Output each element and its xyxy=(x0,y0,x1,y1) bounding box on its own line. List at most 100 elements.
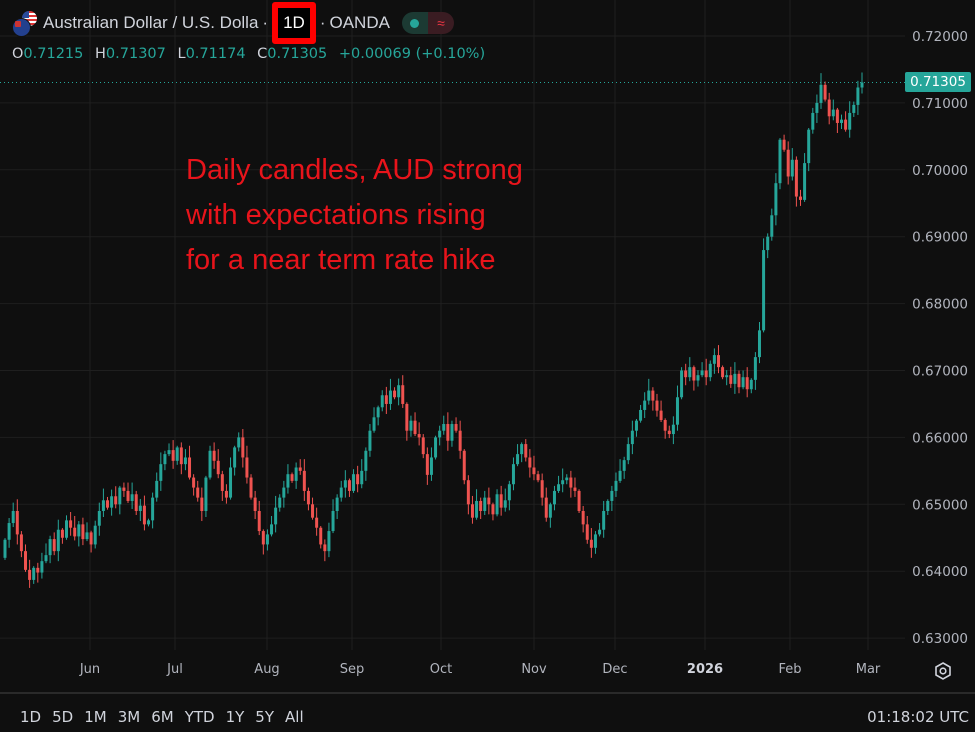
candle xyxy=(835,107,839,134)
candle-body xyxy=(237,437,241,448)
range-5d-button[interactable]: 5D xyxy=(52,708,74,726)
interval-label[interactable]: 1D xyxy=(272,2,316,44)
candle xyxy=(798,189,802,206)
candle-body xyxy=(315,517,319,528)
annotation-text: Daily candles, AUD strong with expectati… xyxy=(186,148,523,283)
candle-body xyxy=(852,104,856,113)
candle xyxy=(450,420,454,447)
symbol-title[interactable]: Australian Dollar / U.S. Dolla xyxy=(43,13,259,32)
candle-body xyxy=(138,505,142,511)
candle-body xyxy=(790,159,794,177)
candle-body xyxy=(294,467,298,481)
candle-body xyxy=(860,82,864,88)
range-5y-button[interactable]: 5Y xyxy=(255,708,275,726)
candle xyxy=(85,522,89,542)
candle xyxy=(782,134,786,152)
candle-body xyxy=(716,355,720,368)
candle xyxy=(856,80,860,115)
candle xyxy=(11,502,15,528)
candle-body xyxy=(380,395,384,408)
range-1d-button[interactable]: 1D xyxy=(20,708,42,726)
candle xyxy=(561,468,565,493)
candle-body xyxy=(798,196,802,200)
candle xyxy=(442,415,446,435)
candle xyxy=(446,412,450,451)
candle xyxy=(507,480,511,511)
range-6m-button[interactable]: 6M xyxy=(151,708,174,726)
time-tick-label: Jul xyxy=(167,662,183,677)
candle xyxy=(774,173,778,226)
candle xyxy=(101,488,105,518)
price-axis[interactable]: 0.72000 0.71000 0.70000 0.69000 0.68000 0.670… xyxy=(912,29,968,647)
candle xyxy=(807,127,811,172)
candle xyxy=(794,156,798,207)
utc-clock[interactable]: 01:18:02 UTC xyxy=(867,708,969,726)
range-ytd-button[interactable]: YTD xyxy=(184,708,215,726)
candle xyxy=(393,387,397,400)
candle-body xyxy=(347,480,351,491)
candle-body xyxy=(212,450,216,461)
candle-body xyxy=(721,367,725,378)
candle xyxy=(770,208,774,241)
candle-body xyxy=(397,385,401,398)
candle xyxy=(126,482,130,503)
range-all-button[interactable]: All xyxy=(285,708,304,726)
candle xyxy=(77,521,81,547)
candle xyxy=(249,474,253,500)
candle xyxy=(536,470,540,483)
candle-body xyxy=(688,367,692,378)
market-status[interactable]: ≈ xyxy=(401,12,454,34)
candle-body xyxy=(692,367,696,381)
candle-body xyxy=(803,163,807,200)
candle xyxy=(651,387,655,411)
candle xyxy=(73,516,77,541)
candle xyxy=(175,445,179,465)
candle-body xyxy=(442,424,446,431)
candle-body xyxy=(786,149,790,177)
candle-body xyxy=(282,487,286,498)
price-tick-label: 0.69000 xyxy=(912,230,968,246)
range-1y-button[interactable]: 1Y xyxy=(225,708,245,726)
candle-body xyxy=(495,494,499,515)
candle-body xyxy=(384,395,388,404)
candle xyxy=(639,404,643,423)
candle xyxy=(229,457,233,500)
candle-body xyxy=(48,539,52,556)
candle xyxy=(220,470,224,501)
gear-icon[interactable] xyxy=(933,661,953,681)
candle-body xyxy=(667,430,671,435)
close-value: 0.71305 xyxy=(267,46,328,62)
candle-body xyxy=(11,510,15,524)
candle xyxy=(684,363,688,386)
candle-body xyxy=(77,524,81,537)
candle-body xyxy=(147,520,151,525)
symbol-header[interactable]: Australian Dollar / U.S. Dolla · 1D · OA… xyxy=(12,2,454,44)
candle xyxy=(708,360,712,382)
price-chart[interactable]: 0.72000 0.71000 0.70000 0.69000 0.68000 0.670… xyxy=(0,0,975,692)
candle xyxy=(122,482,126,497)
candle-body xyxy=(85,532,89,540)
candle-body xyxy=(848,112,852,130)
candle-body xyxy=(540,480,544,498)
candle xyxy=(261,529,265,555)
candle-body xyxy=(32,567,36,580)
range-3m-button[interactable]: 3M xyxy=(117,708,141,726)
candle-body xyxy=(372,417,376,431)
candle xyxy=(360,459,364,489)
candle xyxy=(89,530,93,553)
price-tick-label: 0.70000 xyxy=(912,163,968,179)
open-label: O xyxy=(12,46,24,62)
candle xyxy=(224,484,228,504)
candle-body xyxy=(306,490,310,505)
candle xyxy=(388,378,392,410)
candle-body xyxy=(548,504,552,518)
candle-body xyxy=(229,467,233,498)
candle xyxy=(106,496,110,510)
range-1m-button[interactable]: 1M xyxy=(84,708,107,726)
candle xyxy=(208,445,212,480)
candle-body xyxy=(208,450,212,478)
candle xyxy=(811,107,815,134)
candle-body xyxy=(196,487,200,498)
candle-body xyxy=(89,532,93,545)
candle-body xyxy=(737,373,741,388)
